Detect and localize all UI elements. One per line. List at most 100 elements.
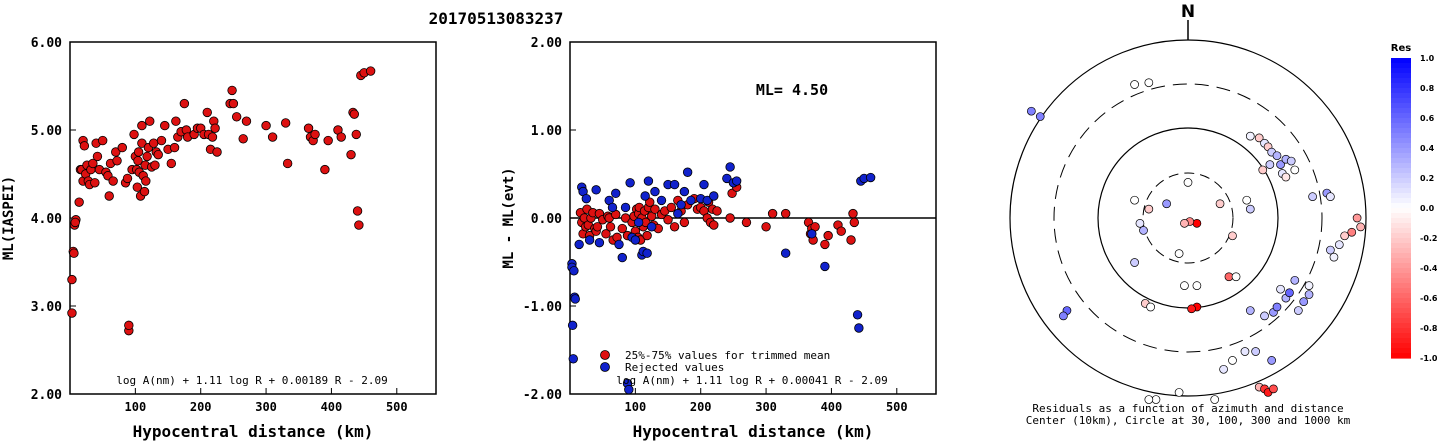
station-marker	[1180, 218, 1189, 228]
y-tick-label: 1.00	[531, 124, 562, 139]
station-marker	[1130, 195, 1139, 205]
station-marker	[1352, 213, 1362, 223]
station-marker	[1299, 297, 1309, 307]
rejected-point	[669, 179, 680, 190]
data-point	[112, 156, 122, 166]
colorbar-cell	[1391, 138, 1411, 144]
x-tick-label: 300	[755, 400, 777, 414]
data-point	[320, 164, 330, 175]
rejected-point	[617, 252, 627, 263]
station-marker	[1308, 192, 1317, 201]
data-point	[323, 135, 333, 146]
trimmed-point	[642, 230, 652, 241]
data-point	[231, 112, 242, 122]
data-point	[137, 120, 147, 131]
legend-marker-rejected	[600, 362, 610, 372]
colorbar-cell	[1391, 83, 1411, 89]
data-point	[104, 191, 114, 201]
station-marker	[1162, 199, 1171, 209]
colorbar-cell	[1391, 58, 1411, 64]
data-point	[210, 123, 220, 133]
rejected-point	[854, 323, 864, 333]
rejected-point	[574, 239, 584, 250]
data-point	[202, 107, 212, 118]
data-point	[150, 160, 160, 170]
station-marker	[1326, 245, 1335, 255]
x-axis-label: Hypocentral distance (km)	[633, 422, 874, 441]
data-point	[261, 120, 271, 131]
station-marker	[1340, 231, 1349, 241]
rejected-point	[676, 200, 686, 210]
trimmed-point	[592, 222, 603, 232]
data-point	[153, 149, 163, 160]
data-point	[365, 66, 376, 76]
station-marker	[1027, 106, 1036, 116]
station-marker	[1146, 302, 1155, 312]
trimmed-point	[741, 217, 752, 228]
data-point	[169, 142, 180, 153]
station-marker	[1272, 302, 1282, 312]
colorbar-cell	[1391, 293, 1411, 299]
colorbar-cell	[1391, 243, 1411, 249]
station-marker	[1267, 356, 1277, 365]
colorbar-cell	[1391, 63, 1411, 69]
trimmed-point	[601, 229, 611, 239]
trimmed-point	[767, 208, 778, 219]
colorbar-cell	[1391, 228, 1411, 234]
station-marker	[1254, 133, 1264, 143]
colorbar-cell	[1391, 113, 1411, 119]
north-label: N	[1181, 2, 1195, 22]
colorbar-cell	[1391, 118, 1411, 124]
colorbar-cell	[1391, 108, 1411, 114]
x-tick-label: 400	[821, 400, 843, 414]
data-point	[74, 197, 84, 207]
colorbar-cell	[1391, 283, 1411, 289]
station-markers	[1027, 78, 1366, 404]
data-point	[133, 147, 144, 157]
colorbar-cell	[1391, 178, 1411, 184]
colorbar-cell	[1391, 263, 1411, 269]
colorbar-tick-label: 0.2	[1420, 174, 1434, 183]
trimmed-point	[709, 220, 719, 230]
station-marker	[1144, 78, 1154, 88]
y-tick-label: 5.00	[31, 124, 62, 139]
trimmed-point	[849, 217, 860, 228]
rejected-point	[731, 176, 742, 186]
colorbar-tick-labels: 1.0 0.8 0.6 0.4 0.2 0.0 -0.2 -0.4 -0.6 -0.8 -1.0	[1420, 54, 1437, 363]
colorbar-cell	[1391, 353, 1411, 359]
station-marker	[1290, 165, 1300, 175]
formula-label: log A(nm) + 1.11 log R + 0.00041 R - 2.0…	[616, 374, 888, 387]
rejected-point	[581, 193, 592, 204]
colorbar-cell	[1391, 223, 1411, 229]
colorbar-tick-label: 0.0	[1420, 204, 1435, 213]
station-marker	[1329, 252, 1339, 262]
rejected-point	[852, 310, 863, 320]
colorbar-gradient	[1391, 58, 1411, 359]
station-marker	[1326, 192, 1335, 201]
data-point	[129, 129, 139, 140]
colorbar-cell	[1391, 338, 1411, 344]
station-marker	[1174, 388, 1184, 397]
colorbar-cell	[1391, 268, 1411, 274]
data-points	[567, 162, 876, 395]
panel-ml-iaspei: 2.00 3.00 4.00 5.00 6.00 100 200 300 400 500 log…	[1, 36, 437, 441]
station-marker	[1290, 275, 1300, 285]
station-marker	[1286, 156, 1296, 166]
y-axis-label: ML - ML(evt)	[501, 167, 517, 268]
station-marker	[1219, 364, 1228, 374]
rejected-point	[625, 178, 635, 188]
trimmed-point	[712, 206, 722, 216]
x-tick-label: 100	[125, 400, 147, 414]
x-tick-label: 400	[321, 400, 343, 414]
ml-annotation: ML= 4.50	[756, 81, 828, 99]
colorbar-cell	[1391, 208, 1411, 214]
station-marker	[1059, 311, 1068, 321]
panel-ml-residual: -2.00 -1.00 0.00 1.00 2.00 100 200 300 400 500 M…	[501, 36, 937, 441]
colorbar-tick-label: 0.8	[1420, 84, 1435, 93]
trimmed-point	[780, 208, 791, 219]
station-marker	[1276, 284, 1285, 294]
colorbar-cell	[1391, 253, 1411, 259]
colorbar-cell	[1391, 233, 1411, 239]
panel-polar-residuals: N Residuals as a function of azimuth and…	[1009, 2, 1367, 427]
station-marker	[1187, 304, 1196, 314]
